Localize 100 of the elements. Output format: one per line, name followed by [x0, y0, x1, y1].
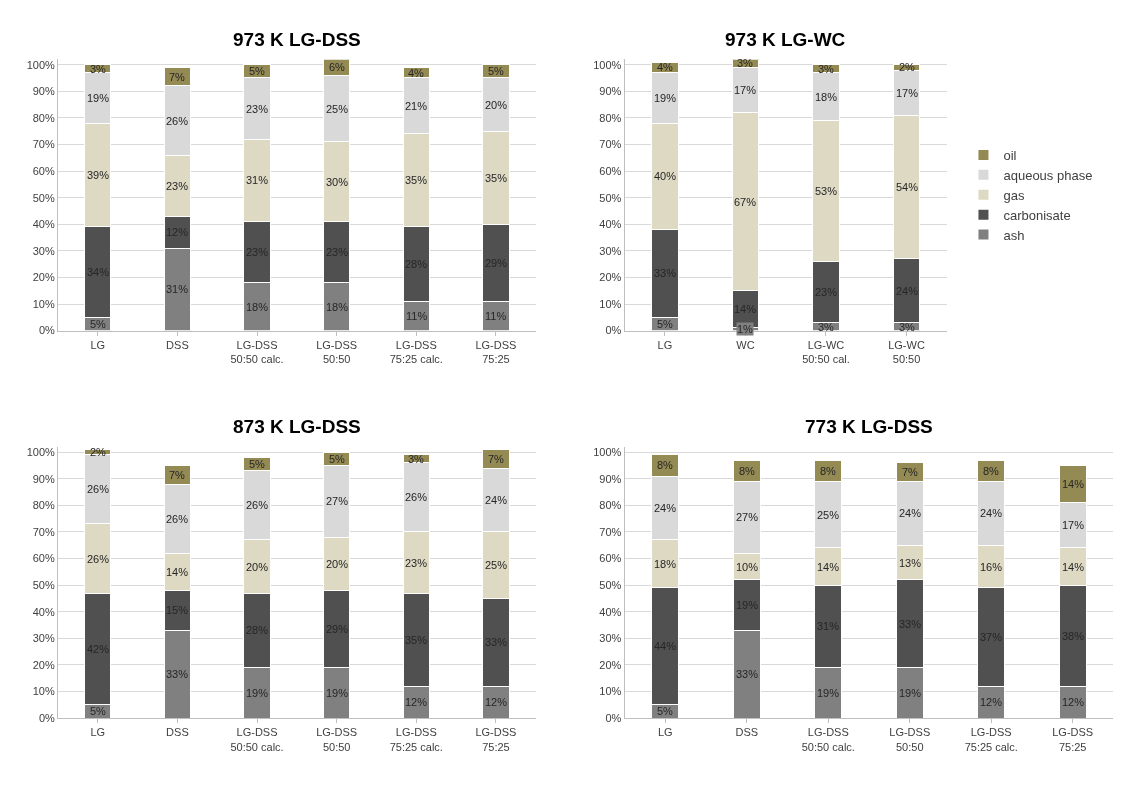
- y-tick-label: 40%: [599, 605, 622, 618]
- data-label: 8%: [983, 465, 1000, 477]
- y-tick-label: 100%: [26, 58, 56, 71]
- data-label: 10%: [736, 561, 759, 573]
- data-label: 12%: [980, 696, 1003, 708]
- x-tick-label: LG: [658, 726, 673, 739]
- y-tick-label: 100%: [593, 446, 622, 459]
- data-label: 5%: [90, 705, 107, 717]
- x-tick-label: LG-DSS 50:50: [316, 338, 358, 366]
- data-label: 17%: [896, 87, 919, 99]
- y-tick-label: 40%: [32, 218, 55, 231]
- data-label: 11%: [485, 310, 507, 322]
- y-tick-label: 80%: [599, 499, 622, 512]
- data-label: 7%: [169, 469, 186, 481]
- data-label: 67%: [734, 196, 757, 208]
- data-label: 40%: [654, 170, 677, 182]
- chart-title: 773 K LG-DSS: [805, 416, 933, 437]
- x-tick-label: LG-DSS 75:25: [475, 726, 517, 753]
- x-tick-label: LG-DSS 75:25 calc.: [964, 726, 1018, 753]
- data-label: 27%: [736, 511, 759, 523]
- y-tick-label: 90%: [599, 85, 622, 98]
- data-label: 5%: [657, 318, 674, 330]
- x-tick-label: LG: [90, 726, 106, 739]
- data-label: 18%: [815, 91, 838, 103]
- chart-title: 973 K LG-WC: [725, 29, 846, 50]
- legend-label: aqueous phase: [1003, 167, 1093, 183]
- data-label: 33%: [736, 668, 759, 680]
- legend-label: gas: [1003, 187, 1025, 203]
- x-tick-label: LG-WC 50:50 cal.: [802, 338, 850, 366]
- data-label: 19%: [246, 687, 269, 699]
- y-tick-label: 60%: [32, 164, 55, 177]
- y-tick-label: 30%: [599, 632, 622, 645]
- y-tick-label: 90%: [32, 85, 55, 98]
- y-tick-label: 80%: [32, 499, 55, 512]
- data-label: 33%: [166, 668, 189, 680]
- data-label: 7%: [488, 453, 505, 465]
- data-label: 3%: [818, 321, 835, 333]
- x-tick-label: LG-DSS 50:50 calc.: [230, 726, 284, 753]
- data-label: 14%: [1062, 478, 1085, 490]
- data-label: 39%: [87, 169, 110, 181]
- y-tick-label: 10%: [32, 297, 55, 310]
- data-label: 21%: [405, 100, 428, 112]
- y-tick-label: 100%: [26, 446, 56, 459]
- data-label: 19%: [654, 92, 677, 104]
- data-label: 23%: [246, 103, 269, 115]
- y-tick-label: 60%: [599, 164, 622, 177]
- y-tick-label: 70%: [32, 525, 55, 538]
- data-label: 24%: [485, 494, 508, 506]
- y-tick-label: 10%: [32, 685, 55, 698]
- x-tick-label: WC: [736, 338, 755, 351]
- x-tick-label: LG-DSS 75:25 calc.: [389, 338, 443, 366]
- data-label: 24%: [899, 507, 922, 519]
- data-label: 23%: [166, 180, 189, 192]
- legend-label: oil: [1003, 148, 1017, 164]
- data-label: 19%: [817, 687, 840, 699]
- y-tick-label: 20%: [599, 658, 622, 671]
- data-label: 18%: [326, 301, 349, 313]
- data-label: 5%: [329, 453, 346, 465]
- y-tick-label: 80%: [32, 111, 55, 124]
- data-label: 3%: [818, 63, 835, 75]
- data-label: 3%: [899, 321, 916, 333]
- data-label: 13%: [899, 557, 922, 569]
- data-label: 31%: [246, 174, 269, 186]
- y-tick-label: 30%: [32, 632, 55, 645]
- data-label: 8%: [657, 459, 674, 471]
- y-tick-label: 90%: [599, 472, 622, 485]
- data-label: 6%: [329, 61, 346, 73]
- data-label: 14%: [817, 561, 840, 573]
- y-tick-label: 60%: [599, 552, 622, 565]
- data-label: 27%: [326, 495, 349, 507]
- data-label: 26%: [246, 499, 269, 511]
- data-label: 5%: [488, 65, 505, 77]
- data-label: 35%: [485, 172, 508, 184]
- y-tick-label: 30%: [32, 244, 55, 257]
- data-label: 26%: [87, 483, 110, 495]
- y-tick-label: 10%: [599, 297, 622, 310]
- data-label: 18%: [654, 558, 677, 570]
- data-label: 18%: [246, 301, 269, 313]
- data-label: 7%: [902, 466, 919, 478]
- x-tick-label: DSS: [166, 726, 189, 739]
- y-tick-label: 50%: [599, 579, 622, 592]
- y-tick-label: 40%: [599, 218, 622, 231]
- y-tick-label: 90%: [32, 472, 55, 485]
- y-tick-label: 10%: [599, 685, 622, 698]
- data-label: 3%: [408, 453, 425, 465]
- y-tick-label: 20%: [599, 271, 622, 284]
- data-label: 3%: [737, 57, 754, 69]
- x-tick-label: LG-DSS 50:50 calc.: [801, 726, 855, 753]
- data-label: 20%: [326, 558, 349, 570]
- data-label: 14%: [1062, 561, 1085, 573]
- data-label: 5%: [249, 65, 266, 77]
- y-tick-label: 70%: [599, 138, 622, 151]
- data-label: 12%: [485, 696, 508, 708]
- data-label: 19%: [899, 687, 922, 699]
- x-tick-label: LG: [90, 338, 106, 351]
- data-label: 24%: [980, 507, 1003, 519]
- y-tick-label: 50%: [599, 191, 622, 204]
- data-label: 25%: [817, 509, 840, 521]
- x-tick-label: LG-DSS 75:25: [1052, 726, 1094, 753]
- data-label: 5%: [657, 705, 674, 717]
